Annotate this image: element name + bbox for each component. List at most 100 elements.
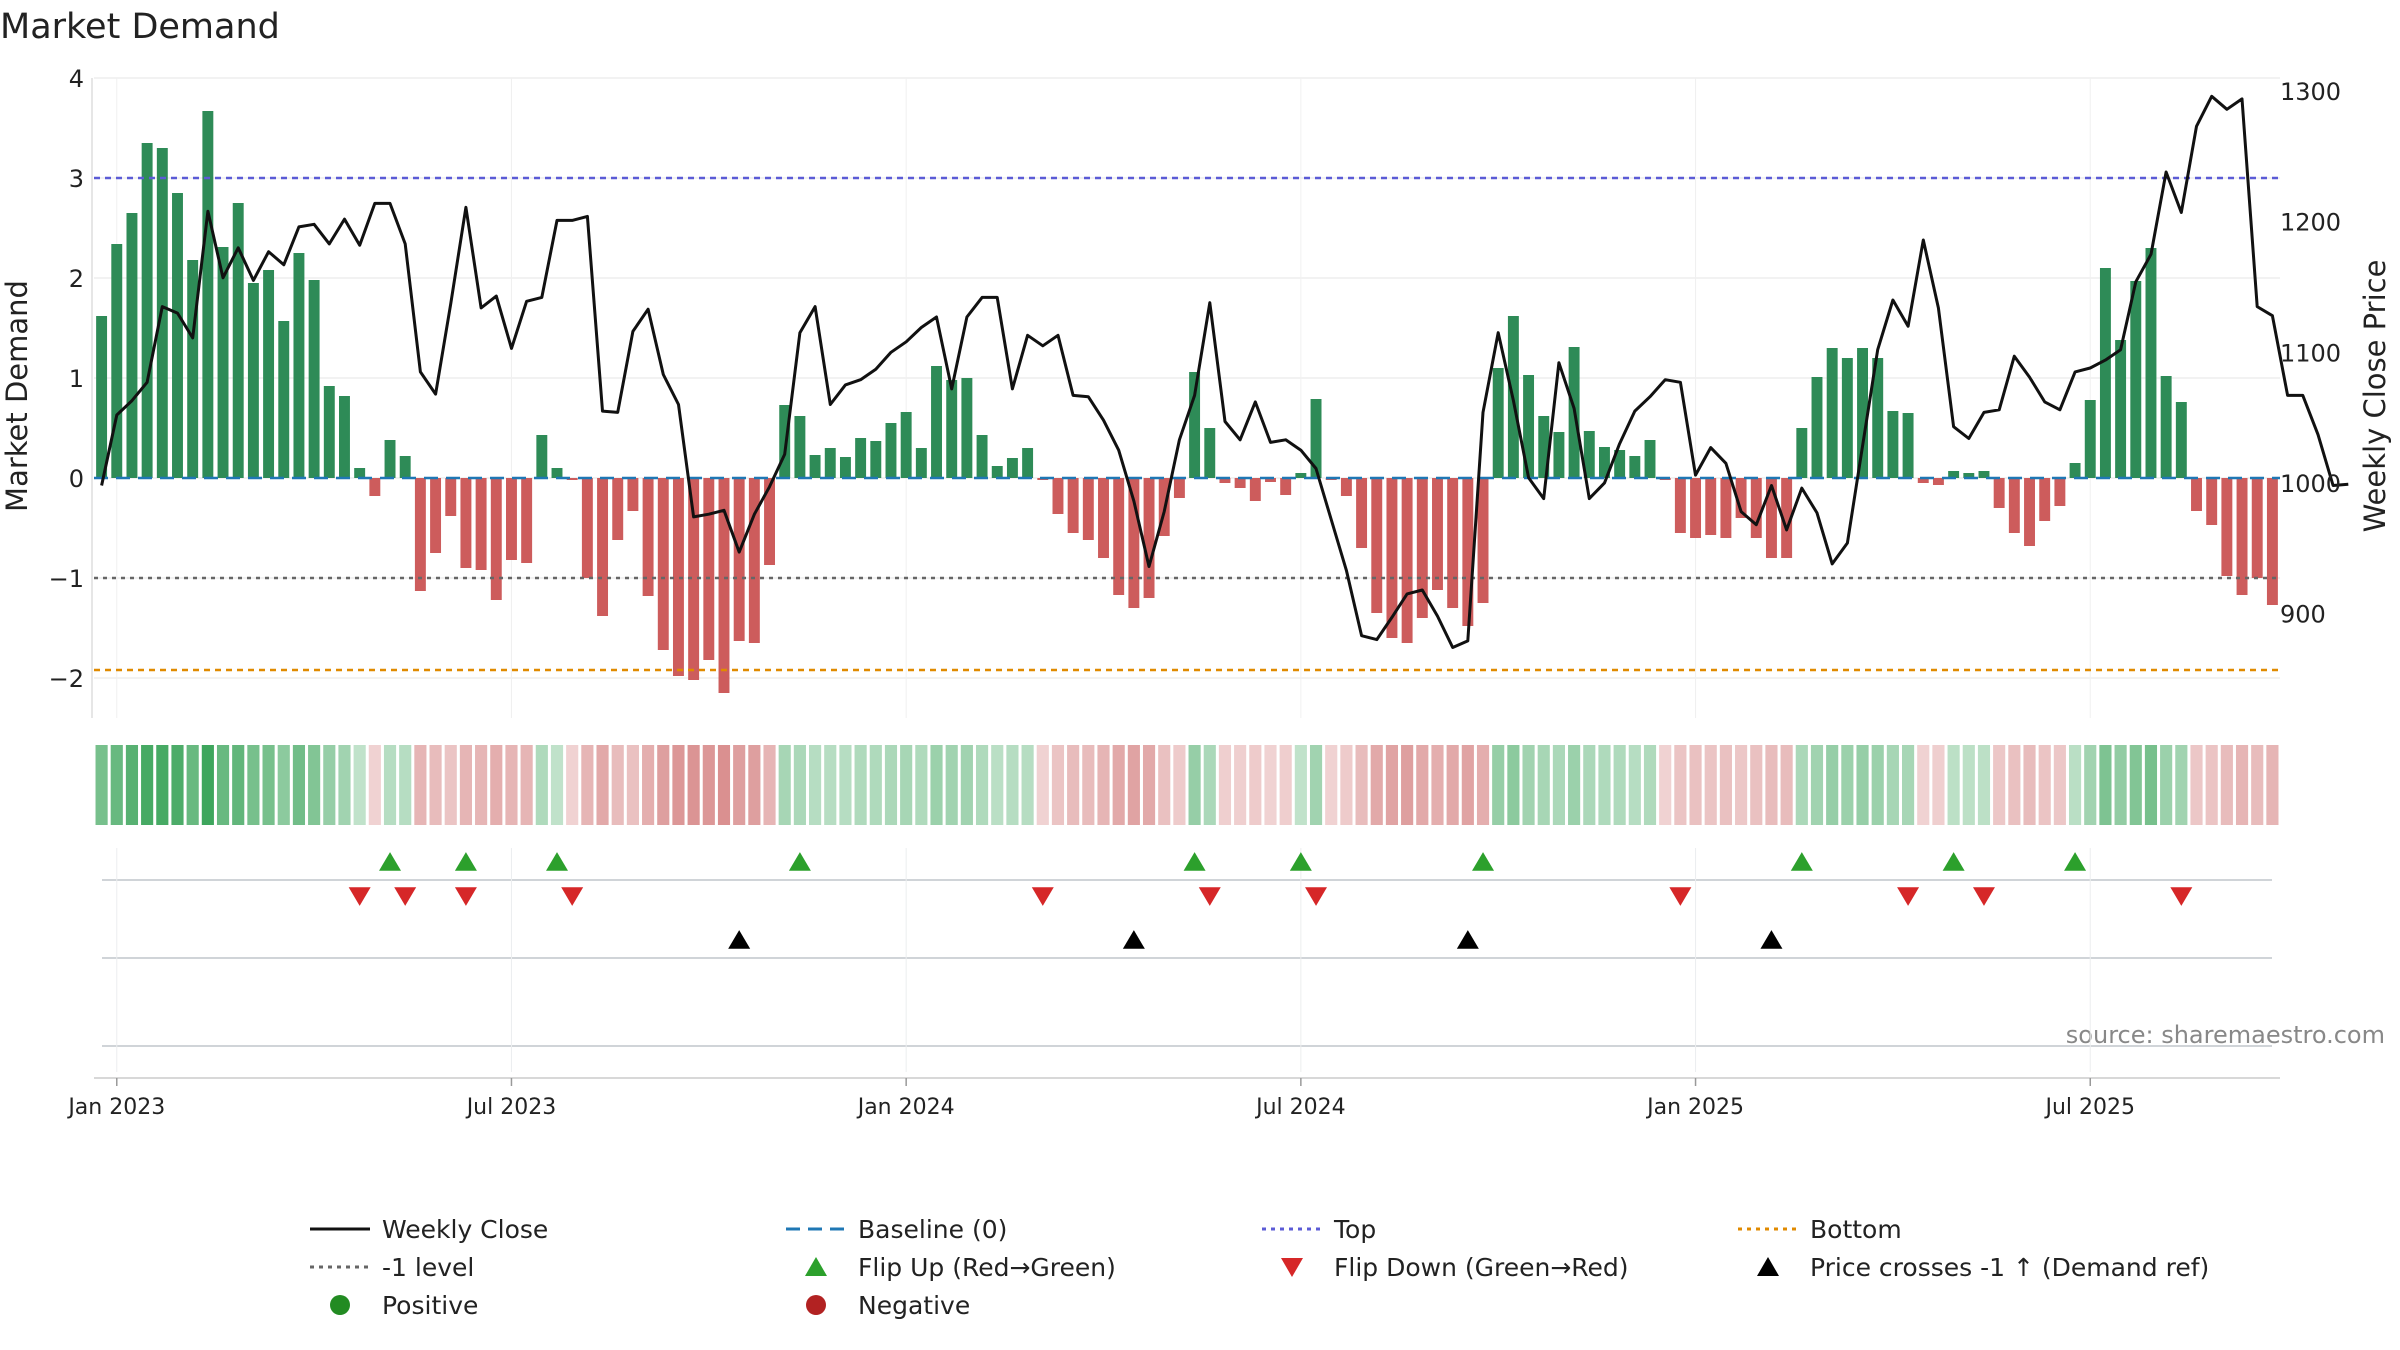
heat-cell <box>1218 745 1232 825</box>
demand-bar <box>1492 368 1504 478</box>
demand-bar <box>399 456 411 478</box>
heat-cell <box>1127 745 1140 825</box>
legend-item-negative-label: Negative <box>858 1291 970 1320</box>
heat-cell <box>125 745 139 825</box>
heat-cell <box>292 745 306 825</box>
heat-cell <box>1385 745 1399 825</box>
demand-bar <box>657 478 669 650</box>
heat-cell <box>2266 745 2279 825</box>
price-cross-marker <box>1122 930 1145 949</box>
demand-bar <box>1674 478 1686 533</box>
heat-cell <box>1719 745 1732 825</box>
demand-bar <box>263 270 275 478</box>
heat-cell <box>1810 745 1824 825</box>
demand-bar <box>460 478 472 568</box>
legend-item--1-level-label: -1 level <box>382 1253 474 1282</box>
heat-cell <box>399 745 412 825</box>
demand-bar <box>991 466 1003 478</box>
heat-cell <box>854 745 867 825</box>
heat-cell <box>763 745 776 825</box>
demand-bar <box>885 423 897 478</box>
heat-cell <box>991 745 1004 825</box>
heat-cell <box>1977 745 1991 825</box>
demand-bar <box>2084 400 2096 478</box>
y2-tick-label: 1300 <box>2280 78 2341 106</box>
demand-bar <box>1765 478 1777 558</box>
demand-bar <box>1872 358 1884 478</box>
demand-bar <box>915 448 927 478</box>
heat-cell <box>672 745 685 825</box>
flip-up-marker <box>546 852 569 871</box>
demand-bar <box>1963 473 1975 478</box>
heat-cell <box>2099 745 2112 825</box>
demand-bar <box>1599 447 1610 478</box>
demand-bar <box>900 412 912 478</box>
flip-up-marker <box>379 852 402 871</box>
price-cross-marker <box>1456 930 1479 949</box>
demand-bar <box>1234 478 1246 488</box>
demand-bar <box>597 478 609 616</box>
heat-cell <box>505 745 518 825</box>
y-tick-label: 4 <box>69 65 84 93</box>
demand-bar <box>931 366 942 478</box>
demand-bar <box>1644 440 1656 478</box>
heat-cell <box>1021 745 1034 825</box>
heat-cell <box>687 745 700 825</box>
demand-bar <box>430 478 442 553</box>
heat-cell <box>490 745 503 825</box>
demand-bar <box>1583 431 1595 478</box>
demand-bar <box>1750 478 1762 538</box>
heat-cell <box>1325 745 1338 825</box>
heat-cell <box>247 745 260 825</box>
demand-bar <box>1219 478 1231 483</box>
x-tick-label: Jan 2024 <box>856 1095 955 1120</box>
source-label: source: sharemaestro.com <box>2066 1021 2385 1049</box>
heat-cell <box>2114 745 2127 825</box>
heat-cell <box>1689 745 1702 825</box>
heat-cell <box>1097 745 1110 825</box>
demand-bar <box>521 478 533 563</box>
demand-bar <box>1462 478 1474 626</box>
heat-cell <box>1628 745 1641 825</box>
demand-bar <box>96 316 108 478</box>
heat-cell <box>1294 745 1307 825</box>
demand-bar <box>217 247 229 478</box>
demand-bar <box>581 478 593 578</box>
demand-bar <box>2266 478 2278 605</box>
heat-cell <box>2038 745 2051 825</box>
heat-cell <box>1886 745 1899 825</box>
heat-cell <box>1932 745 1945 825</box>
demand-bar <box>414 478 426 591</box>
demand-bar <box>976 435 988 478</box>
demand-bar <box>1128 478 1140 608</box>
heat-cell <box>2235 745 2249 825</box>
heat-cell <box>520 745 533 825</box>
flip-down-marker <box>1305 887 1328 906</box>
demand-bar <box>1098 478 1109 558</box>
demand-bar <box>2054 478 2066 506</box>
heat-cell <box>915 745 928 825</box>
demand-bar <box>1310 399 1322 478</box>
heat-cell <box>1158 745 1171 825</box>
demand-bar <box>718 478 730 693</box>
demand-bar <box>961 378 973 478</box>
heat-cell <box>1051 745 1065 825</box>
heat-cell <box>1902 745 1915 825</box>
heat-cell <box>900 745 913 825</box>
demand-bar <box>703 478 715 660</box>
flip-up-marker <box>1289 852 1312 871</box>
heat-cell <box>429 745 442 825</box>
demand-bar <box>1340 478 1352 496</box>
demand-bar <box>1781 478 1793 558</box>
heat-cell <box>1552 745 1565 825</box>
flip-up-marker <box>1472 852 1495 871</box>
legend-item-weekly-close-label: Weekly Close <box>382 1215 548 1244</box>
heat-cell <box>186 745 199 825</box>
heat-cell <box>1036 745 1049 825</box>
heat-cell <box>1446 745 1459 825</box>
flip-up-marker <box>1183 852 1206 871</box>
y-tick-label: 1 <box>69 365 84 393</box>
heat-cell <box>2160 745 2173 825</box>
demand-bar <box>384 440 396 478</box>
legend-item-flip-up-red-green-swatch <box>805 1257 827 1276</box>
